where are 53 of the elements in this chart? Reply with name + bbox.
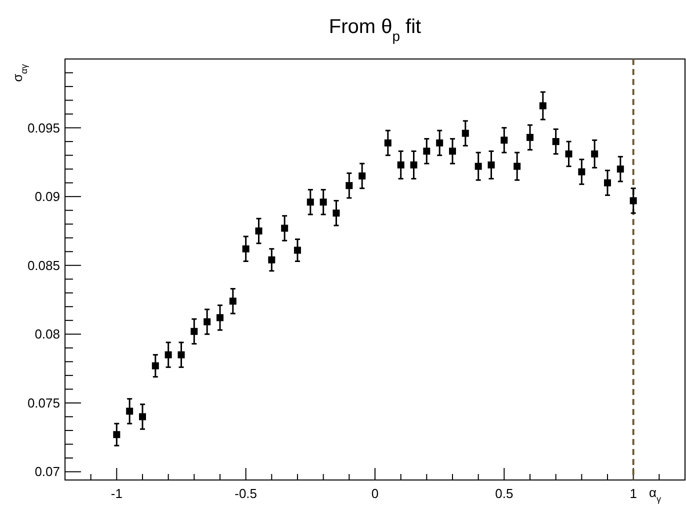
point — [488, 161, 495, 168]
x-tick-label: -1 — [110, 486, 122, 501]
x-tick-label: 0.5 — [495, 486, 514, 501]
point — [423, 148, 430, 155]
point — [526, 134, 534, 141]
point — [294, 246, 301, 254]
point — [565, 150, 572, 158]
point — [397, 161, 404, 168]
point — [500, 136, 508, 144]
y-tick-label: 0.075 — [27, 395, 60, 410]
point — [462, 130, 469, 137]
y-tick-label: 0.09 — [34, 189, 60, 204]
point — [204, 318, 211, 326]
point — [384, 139, 392, 146]
point — [449, 148, 456, 155]
point — [268, 256, 276, 264]
point — [436, 139, 444, 146]
point — [616, 166, 624, 173]
point — [539, 102, 546, 110]
point — [178, 351, 185, 358]
point — [552, 138, 560, 146]
point — [358, 172, 366, 180]
point — [126, 408, 134, 415]
point — [578, 168, 586, 176]
point — [410, 161, 418, 168]
y-tick-label: 0.07 — [34, 464, 60, 480]
point — [474, 162, 482, 170]
y-tick-label: 0.08 — [34, 326, 60, 342]
point — [306, 198, 314, 206]
chart-title: From θ$_{p}$ fit — [328, 16, 422, 44]
point — [229, 298, 236, 305]
x-tick-label: 1 — [630, 486, 637, 501]
point — [255, 227, 262, 234]
x-axis-title: α$_{γ}$ — [648, 485, 662, 504]
point — [242, 245, 250, 252]
point — [113, 431, 120, 438]
y-tick-label: 0.095 — [27, 120, 60, 136]
point — [281, 224, 288, 232]
point — [190, 328, 198, 335]
x-tick-label: 0 — [371, 486, 379, 501]
point — [320, 198, 327, 206]
point — [216, 314, 224, 322]
x-tick-label: -0.5 — [234, 486, 258, 501]
point — [514, 162, 521, 170]
point — [164, 351, 172, 358]
point — [346, 182, 353, 190]
point — [332, 210, 340, 217]
point — [152, 362, 159, 370]
point — [139, 413, 146, 420]
y-tick-label: 0.085 — [27, 258, 60, 273]
point — [604, 179, 611, 186]
point — [591, 150, 598, 158]
point — [630, 197, 637, 204]
